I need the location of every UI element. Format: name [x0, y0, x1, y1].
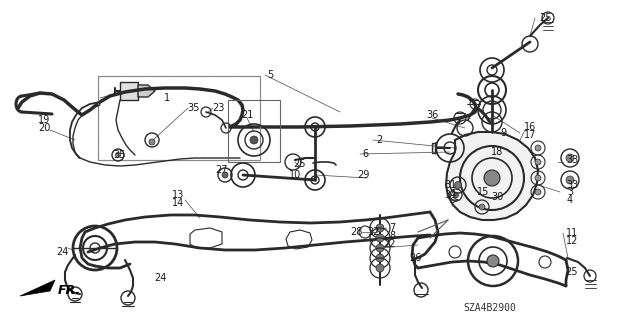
Polygon shape	[432, 143, 436, 153]
Text: 6: 6	[362, 149, 368, 159]
Circle shape	[222, 172, 228, 178]
Polygon shape	[286, 230, 312, 249]
Text: 34: 34	[444, 190, 456, 200]
Text: 10: 10	[289, 170, 301, 180]
Text: 5: 5	[267, 70, 273, 80]
Polygon shape	[20, 280, 55, 296]
Text: 8: 8	[389, 231, 395, 241]
Text: 19: 19	[38, 115, 50, 125]
Text: FR.: FR.	[58, 285, 81, 298]
Text: 4: 4	[567, 195, 573, 205]
Circle shape	[535, 159, 541, 165]
Circle shape	[454, 192, 458, 197]
Circle shape	[454, 182, 461, 189]
Circle shape	[566, 176, 574, 184]
Text: 33: 33	[566, 180, 578, 190]
Text: 15: 15	[477, 187, 489, 197]
Text: 30: 30	[491, 192, 503, 202]
Bar	[98, 76, 260, 160]
Text: 13: 13	[172, 190, 184, 200]
Circle shape	[566, 154, 574, 162]
Circle shape	[484, 170, 500, 186]
Text: 21: 21	[241, 110, 253, 120]
Text: 22: 22	[384, 239, 396, 249]
Text: 25: 25	[294, 159, 307, 169]
Text: 25: 25	[539, 13, 551, 23]
Bar	[228, 100, 280, 162]
Circle shape	[487, 255, 499, 267]
Text: 2: 2	[376, 135, 382, 145]
Text: 24: 24	[154, 273, 166, 283]
Circle shape	[535, 145, 541, 151]
Circle shape	[479, 204, 485, 210]
Text: SZA4B2900: SZA4B2900	[463, 303, 516, 313]
Polygon shape	[138, 85, 155, 97]
Text: 1: 1	[164, 93, 170, 103]
Circle shape	[376, 254, 384, 262]
Circle shape	[149, 139, 155, 145]
Text: 3: 3	[567, 187, 573, 197]
Circle shape	[250, 136, 258, 144]
Text: 12: 12	[566, 236, 578, 246]
Circle shape	[376, 224, 384, 232]
Text: 16: 16	[524, 122, 536, 132]
Text: 14: 14	[172, 198, 184, 208]
Text: 31: 31	[444, 180, 456, 190]
Text: 9: 9	[500, 128, 506, 138]
Text: 18: 18	[491, 147, 503, 157]
Text: 35: 35	[187, 103, 199, 113]
Polygon shape	[446, 132, 538, 220]
Polygon shape	[190, 228, 222, 248]
Text: 11: 11	[566, 228, 578, 238]
Circle shape	[535, 175, 541, 181]
Text: 29: 29	[357, 170, 369, 180]
Circle shape	[376, 264, 384, 272]
Circle shape	[376, 244, 384, 252]
Text: 35: 35	[114, 150, 126, 160]
Text: 27: 27	[216, 165, 228, 175]
Polygon shape	[120, 82, 138, 100]
Text: 28: 28	[350, 227, 362, 237]
Text: 7: 7	[389, 223, 395, 233]
Text: 17: 17	[524, 130, 536, 140]
Circle shape	[376, 234, 384, 242]
Text: 33: 33	[566, 155, 578, 165]
Circle shape	[535, 189, 541, 195]
Text: 36: 36	[426, 110, 438, 120]
Circle shape	[115, 152, 120, 158]
Text: 25: 25	[566, 267, 579, 277]
Text: 23: 23	[212, 103, 224, 113]
Text: 20: 20	[38, 123, 50, 133]
Text: 32: 32	[367, 227, 379, 237]
Text: 24: 24	[56, 247, 68, 257]
Text: 26: 26	[409, 253, 421, 263]
